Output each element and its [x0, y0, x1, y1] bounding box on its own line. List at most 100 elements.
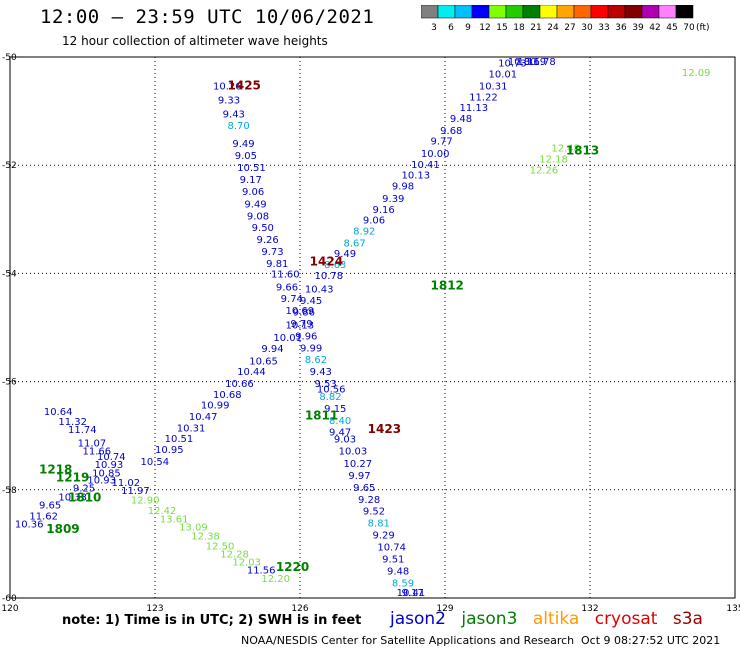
swh-point-jason3: 10.01 [489, 70, 518, 81]
swh-point-jason2: 9.65 [353, 483, 375, 494]
swh-point-jason2: 9.17 [402, 588, 424, 599]
x-tick-label: 135 [726, 604, 740, 614]
colorbar-label: 30 [581, 23, 593, 33]
swh-point-jason2: 9.17 [240, 175, 262, 186]
swh-point-jason2: 9.74 [281, 294, 303, 305]
swh-point-jason3: 10.54 [141, 457, 170, 468]
swh-point-s3a: 12.42 [148, 506, 177, 517]
x-tick-label: 120 [1, 604, 18, 614]
swh-point-jason3: 11.02 [112, 478, 141, 489]
y-tick-label: -56 [2, 378, 17, 388]
swh-point-jason3: 8.92 [353, 226, 375, 237]
swh-point-jason3: 10.44 [237, 367, 266, 378]
swh-point-jason3: 10.74 [97, 452, 126, 463]
swh-point-jason3: 8.63 [324, 260, 346, 271]
swh-point-jason3: 9.65 [39, 501, 61, 512]
swh-point-s3a: 12.20 [261, 574, 290, 585]
pass-time-label: 1810 [68, 491, 101, 505]
colorbar-label: 21 [530, 23, 541, 33]
swh-point-jason3: 9.68 [440, 126, 462, 137]
colorbar-label: 18 [513, 23, 525, 33]
pass-time-label: 1218 [39, 463, 72, 477]
swh-point-jason2: 9.05 [235, 151, 257, 162]
swh-point-jason3: 8.67 [344, 238, 366, 249]
swh-point-jason3: 9.25 [73, 483, 95, 494]
swh-point-jason3: 9.77 [431, 137, 453, 148]
x-tick-label: 129 [436, 604, 453, 614]
swh-point-jason2: 9.48 [387, 567, 409, 578]
swh-point-s3a: 12.90 [131, 495, 160, 506]
swh-point-jason3: 11.22 [469, 92, 498, 103]
swh-point-jason3: 9.48 [450, 114, 472, 125]
swh-point-jason2: 10.27 [344, 459, 373, 470]
colorbar-swatch [675, 5, 694, 19]
colorbar-label: 45 [666, 23, 677, 33]
swh-point-jason3: 9.94 [261, 344, 283, 355]
legend-s3a: s3a [672, 609, 703, 629]
legend-jason3: jason3 [461, 609, 518, 629]
footer-timestamp: Oct 9 08:27:52 UTC 2021 [581, 634, 721, 647]
swh-point-s3a: 12.26 [530, 165, 559, 176]
swh-point-jason3: 10.43 [305, 284, 334, 295]
swh-point-jason2: 10.56 [317, 384, 346, 395]
pass-time-label: 1425 [228, 78, 261, 92]
swh-point-jason2: 9.50 [252, 223, 274, 234]
legend-cryosat: cryosat [594, 609, 658, 629]
swh-point-jason2: 10.41 [397, 588, 426, 599]
swh-point-jason2: 9.66 [276, 283, 298, 294]
swh-point-jason3: 9.06 [363, 216, 385, 227]
swh-point-jason3: 9.16 [373, 205, 395, 216]
swh-point-jason2: 9.43 [223, 110, 245, 121]
swh-point-s3a: 12.50 [206, 541, 235, 552]
swh-point-jason3: 11.13 [460, 103, 489, 114]
pass-time-label: 1220 [276, 560, 309, 574]
swh-point-jason2: 9.26 [257, 235, 279, 246]
swh-point-jason2: 10.26 [213, 81, 242, 92]
swh-point-jason2: 8.81 [368, 519, 390, 530]
swh-point-jason3: 10.33 [58, 493, 87, 504]
y-tick-label: -58 [2, 486, 17, 496]
swh-point-jason3: 11.66 [83, 447, 112, 458]
swh-point-s3a: 12.28 [220, 549, 249, 560]
swh-point-s3a: 12.18 [539, 154, 568, 165]
x-tick-label: 132 [581, 604, 598, 614]
swh-point-jason3: 10.78 [315, 271, 344, 282]
colorbar-label: 39 [632, 23, 644, 33]
swh-point-jason3: 11.07 [78, 439, 107, 450]
swh-point-jason3: 10.66 [225, 379, 254, 390]
pass-time-label: 1423 [368, 422, 401, 436]
pass-time-label: 1424 [310, 254, 343, 268]
swh-point-jason2: 9.52 [363, 507, 385, 518]
swh-point-jason2: 10.69 [286, 306, 315, 317]
swh-point-jason2: 8.59 [392, 579, 414, 590]
swh-point-jason3: 11.97 [121, 486, 150, 497]
pass-time-label: 1809 [46, 522, 79, 536]
swh-point-jason2: 9.81 [266, 259, 288, 270]
swh-point-jason3: 10.30 [508, 57, 537, 68]
chart-subtitle: 12 hour collection of altimeter wave hei… [62, 34, 328, 48]
swh-point-jason3: 10.31 [177, 423, 206, 434]
swh-point-jason2: 9.99 [300, 343, 322, 354]
swh-point-jason2: 9.49 [244, 199, 266, 210]
swh-point-jason3: 9.39 [382, 194, 404, 205]
swh-point-jason2: 9.15 [324, 404, 346, 415]
swh-point-jason3: 9.86 [293, 308, 315, 319]
swh-point-s3a: 12.03 [232, 558, 261, 569]
swh-point-jason2: 9.97 [348, 471, 370, 482]
colorbar-label: 15 [496, 23, 507, 33]
swh-point-jason3: 10.95 [155, 445, 184, 456]
swh-point-jason2: 9.08 [247, 211, 269, 222]
swh-point-jason2: 9.49 [232, 139, 254, 150]
swh-point-s3a: 13.09 [179, 522, 208, 533]
swh-point-jason2: 8.70 [228, 121, 250, 132]
swh-point-jason2: 10.74 [377, 542, 406, 553]
swh-point-jason2: 9.33 [218, 96, 240, 107]
y-tick-label: -52 [2, 161, 17, 171]
colorbar-label: 70 [683, 23, 695, 33]
swh-point-jason3: 10.36 [15, 520, 44, 531]
colorbar-label: 3 [431, 23, 437, 33]
swh-point-jason2: 9.29 [373, 530, 395, 541]
pass-time-label: 1813 [566, 143, 599, 157]
swh-point-jason3: 10.01 [273, 333, 302, 344]
y-tick-label: -60 [2, 594, 17, 604]
